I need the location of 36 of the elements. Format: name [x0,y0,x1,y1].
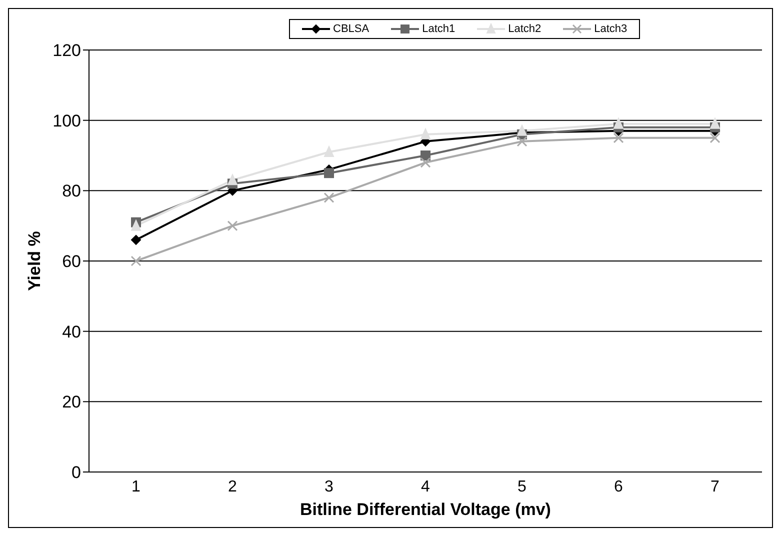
legend-label: Latch3 [593,23,628,35]
x-tick-label: 5 [518,478,527,496]
legend-label: Latch2 [507,23,542,35]
point [130,256,142,266]
point [613,132,624,144]
point [614,118,624,129]
x-axis-title: Bitline Differential Voltage (mv) [300,500,551,519]
point [420,128,430,140]
y-tick-label: 40 [62,322,81,342]
y-axis-title: Yield % [25,231,44,291]
x-tick-label: 7 [710,478,720,496]
point [324,168,334,178]
point [324,146,334,157]
y-tick-label: 0 [72,463,81,482]
point [228,174,238,186]
x-tick-label: 1 [132,478,141,496]
point [227,220,238,232]
legend-label: Latch1 [421,23,456,35]
y-tick-label: 100 [52,111,81,130]
point [710,118,720,129]
point [516,136,528,147]
point [324,192,334,203]
point [420,157,431,168]
x-tick-label: 4 [421,478,430,496]
point [131,220,141,231]
legend-label: CBLSA [332,23,370,35]
point [131,234,141,245]
point [710,132,720,144]
y-tick-label: 20 [62,392,81,412]
point [517,124,527,136]
x-tick-label: 2 [228,478,238,496]
x-tick-label: 3 [324,478,334,496]
y-tick-label: 60 [62,252,81,272]
x-tick-label: 6 [614,478,624,496]
y-tick-label: 80 [62,182,81,201]
y-tick-label: 120 [52,41,81,60]
